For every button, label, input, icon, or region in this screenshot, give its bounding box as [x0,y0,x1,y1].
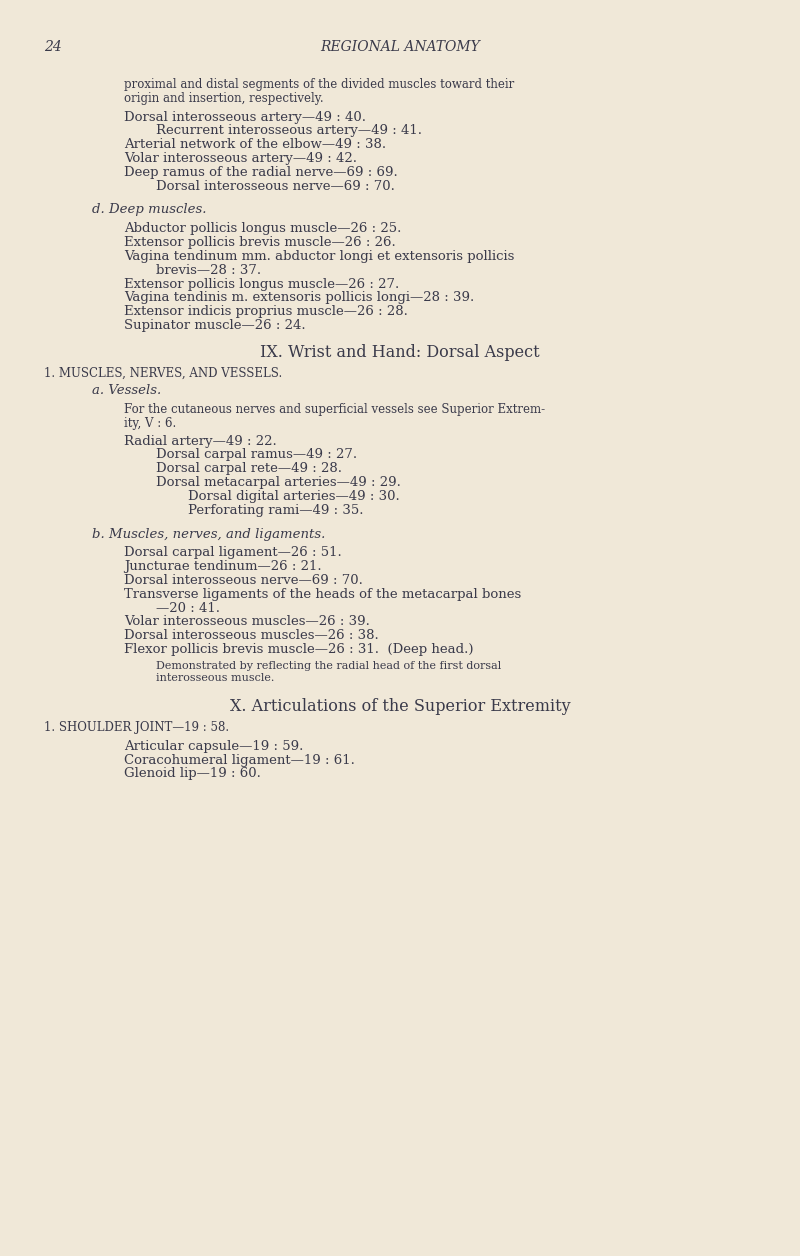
Text: origin and insertion, respectively.: origin and insertion, respectively. [124,92,324,104]
Text: Arterial network of the elbow—49 : 38.: Arterial network of the elbow—49 : 38. [124,138,386,151]
Text: brevis—28 : 37.: brevis—28 : 37. [156,264,261,276]
Text: Juncturae tendinum—26 : 21.: Juncturae tendinum—26 : 21. [124,560,322,573]
Text: Dorsal metacarpal arteries—49 : 29.: Dorsal metacarpal arteries—49 : 29. [156,476,401,489]
Text: Volar interosseous muscles—26 : 39.: Volar interosseous muscles—26 : 39. [124,615,370,628]
Text: Dorsal interosseous nerve—69 : 70.: Dorsal interosseous nerve—69 : 70. [124,574,363,587]
Text: Recurrent interosseous artery—49 : 41.: Recurrent interosseous artery—49 : 41. [156,124,422,137]
Text: Abductor pollicis longus muscle—26 : 25.: Abductor pollicis longus muscle—26 : 25. [124,222,402,235]
Text: Dorsal interosseous muscles—26 : 38.: Dorsal interosseous muscles—26 : 38. [124,629,378,642]
Text: Vagina tendinis m. extensoris pollicis longi—28 : 39.: Vagina tendinis m. extensoris pollicis l… [124,291,474,304]
Text: Dorsal carpal ligament—26 : 51.: Dorsal carpal ligament—26 : 51. [124,546,342,559]
Text: Dorsal carpal rete—49 : 28.: Dorsal carpal rete—49 : 28. [156,462,342,475]
Text: Vagina tendinum mm. abductor longi et extensoris pollicis: Vagina tendinum mm. abductor longi et ex… [124,250,514,263]
Text: IX. Wrist and Hand: Dorsal Aspect: IX. Wrist and Hand: Dorsal Aspect [260,344,540,362]
Text: 1. SHOULDER JOINT—19 : 58.: 1. SHOULDER JOINT—19 : 58. [44,721,229,734]
Text: Extensor pollicis brevis muscle—26 : 26.: Extensor pollicis brevis muscle—26 : 26. [124,236,396,249]
Text: Dorsal interosseous nerve—69 : 70.: Dorsal interosseous nerve—69 : 70. [156,180,395,192]
Text: Supinator muscle—26 : 24.: Supinator muscle—26 : 24. [124,319,306,332]
Text: Volar interosseous artery—49 : 42.: Volar interosseous artery—49 : 42. [124,152,357,165]
Text: —20 : 41.: —20 : 41. [156,602,220,614]
Text: Transverse ligaments of the heads of the metacarpal bones: Transverse ligaments of the heads of the… [124,588,522,600]
Text: For the cutaneous nerves and superficial vessels see Superior Extrem-: For the cutaneous nerves and superficial… [124,403,545,416]
Text: Deep ramus of the radial nerve—69 : 69.: Deep ramus of the radial nerve—69 : 69. [124,166,398,178]
Text: Dorsal digital arteries—49 : 30.: Dorsal digital arteries—49 : 30. [188,490,400,502]
Text: Flexor pollicis brevis muscle—26 : 31.  (Deep head.): Flexor pollicis brevis muscle—26 : 31. (… [124,643,474,656]
Text: ity, V : 6.: ity, V : 6. [124,417,176,430]
Text: Extensor pollicis longus muscle—26 : 27.: Extensor pollicis longus muscle—26 : 27. [124,278,399,290]
Text: Demonstrated by reflecting the radial head of the first dorsal: Demonstrated by reflecting the radial he… [156,661,502,671]
Text: Dorsal interosseous artery—49 : 40.: Dorsal interosseous artery—49 : 40. [124,111,366,123]
Text: REGIONAL ANATOMY: REGIONAL ANATOMY [320,40,480,54]
Text: a. Vessels.: a. Vessels. [92,384,162,397]
Text: Dorsal carpal ramus—49 : 27.: Dorsal carpal ramus—49 : 27. [156,448,357,461]
Text: X. Articulations of the Superior Extremity: X. Articulations of the Superior Extremi… [230,698,570,716]
Text: 1. MUSCLES, NERVES, AND VESSELS.: 1. MUSCLES, NERVES, AND VESSELS. [44,367,282,379]
Text: interosseous muscle.: interosseous muscle. [156,673,274,683]
Text: d. Deep muscles.: d. Deep muscles. [92,203,206,216]
Text: Perforating rami—49 : 35.: Perforating rami—49 : 35. [188,504,363,516]
Text: 24: 24 [44,40,62,54]
Text: Articular capsule—19 : 59.: Articular capsule—19 : 59. [124,740,303,752]
Text: Glenoid lip—19 : 60.: Glenoid lip—19 : 60. [124,767,261,780]
Text: Radial artery—49 : 22.: Radial artery—49 : 22. [124,435,277,447]
Text: b. Muscles, nerves, and ligaments.: b. Muscles, nerves, and ligaments. [92,528,326,540]
Text: Extensor indicis proprius muscle—26 : 28.: Extensor indicis proprius muscle—26 : 28… [124,305,408,318]
Text: Coracohumeral ligament—19 : 61.: Coracohumeral ligament—19 : 61. [124,754,355,766]
Text: proximal and distal segments of the divided muscles toward their: proximal and distal segments of the divi… [124,78,514,90]
